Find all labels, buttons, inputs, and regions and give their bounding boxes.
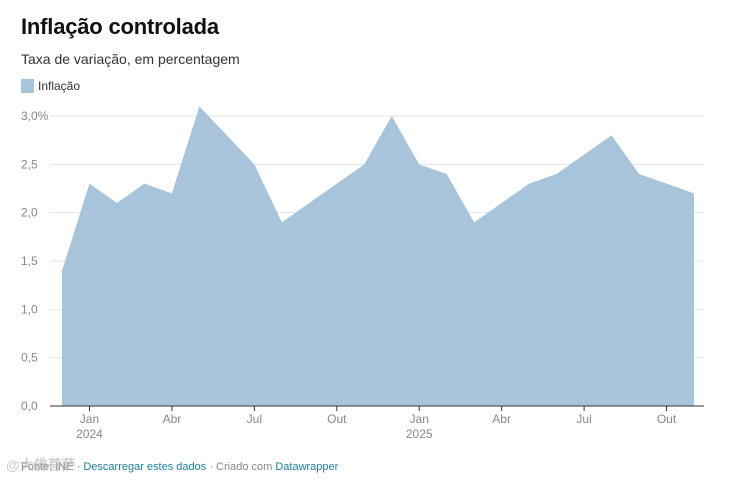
watermark: @大佛菩萨 bbox=[6, 457, 76, 473]
y-tick-label: 3,0% bbox=[21, 109, 49, 123]
y-tick-label: 0,5 bbox=[21, 351, 38, 365]
y-tick-label: 0,0 bbox=[21, 399, 38, 413]
chart-title: Inflação controlada bbox=[21, 14, 219, 39]
x-tick-year: 2025 bbox=[406, 427, 433, 441]
x-tick-label: Abr bbox=[163, 412, 182, 426]
x-tick-label: Jan bbox=[80, 412, 99, 426]
legend-label: Inflação bbox=[38, 79, 81, 93]
x-tick-label: Jul bbox=[247, 412, 262, 426]
legend: Inflação bbox=[21, 79, 80, 93]
y-tick-label: 2,5 bbox=[21, 157, 38, 171]
datawrapper-link[interactable]: Datawrapper bbox=[275, 461, 339, 473]
x-tick-label: Out bbox=[327, 412, 347, 426]
y-tick-label: 1,0 bbox=[21, 302, 38, 316]
download-data-link[interactable]: Descarregar estes dados bbox=[83, 461, 207, 473]
footer: Fonte: INE · Descarregar estes dados · C… bbox=[21, 461, 338, 473]
chart-subtitle: Taxa de variação, em percentagem bbox=[21, 51, 240, 67]
y-tick-label: 2,0 bbox=[21, 206, 38, 220]
footer-source: Fonte: INE · bbox=[21, 461, 81, 473]
x-tick-label: Abr bbox=[492, 412, 511, 426]
legend-swatch bbox=[21, 79, 34, 93]
x-tick-label: Out bbox=[657, 412, 677, 426]
y-tick-label: 1,5 bbox=[21, 254, 38, 268]
area-series bbox=[62, 106, 694, 406]
footer-separator: · Criado com bbox=[206, 461, 276, 473]
x-tick-label: Jan bbox=[410, 412, 429, 426]
x-tick-label: Jul bbox=[576, 412, 591, 426]
area-inflacao bbox=[62, 106, 694, 406]
x-tick-year: 2024 bbox=[76, 427, 103, 441]
